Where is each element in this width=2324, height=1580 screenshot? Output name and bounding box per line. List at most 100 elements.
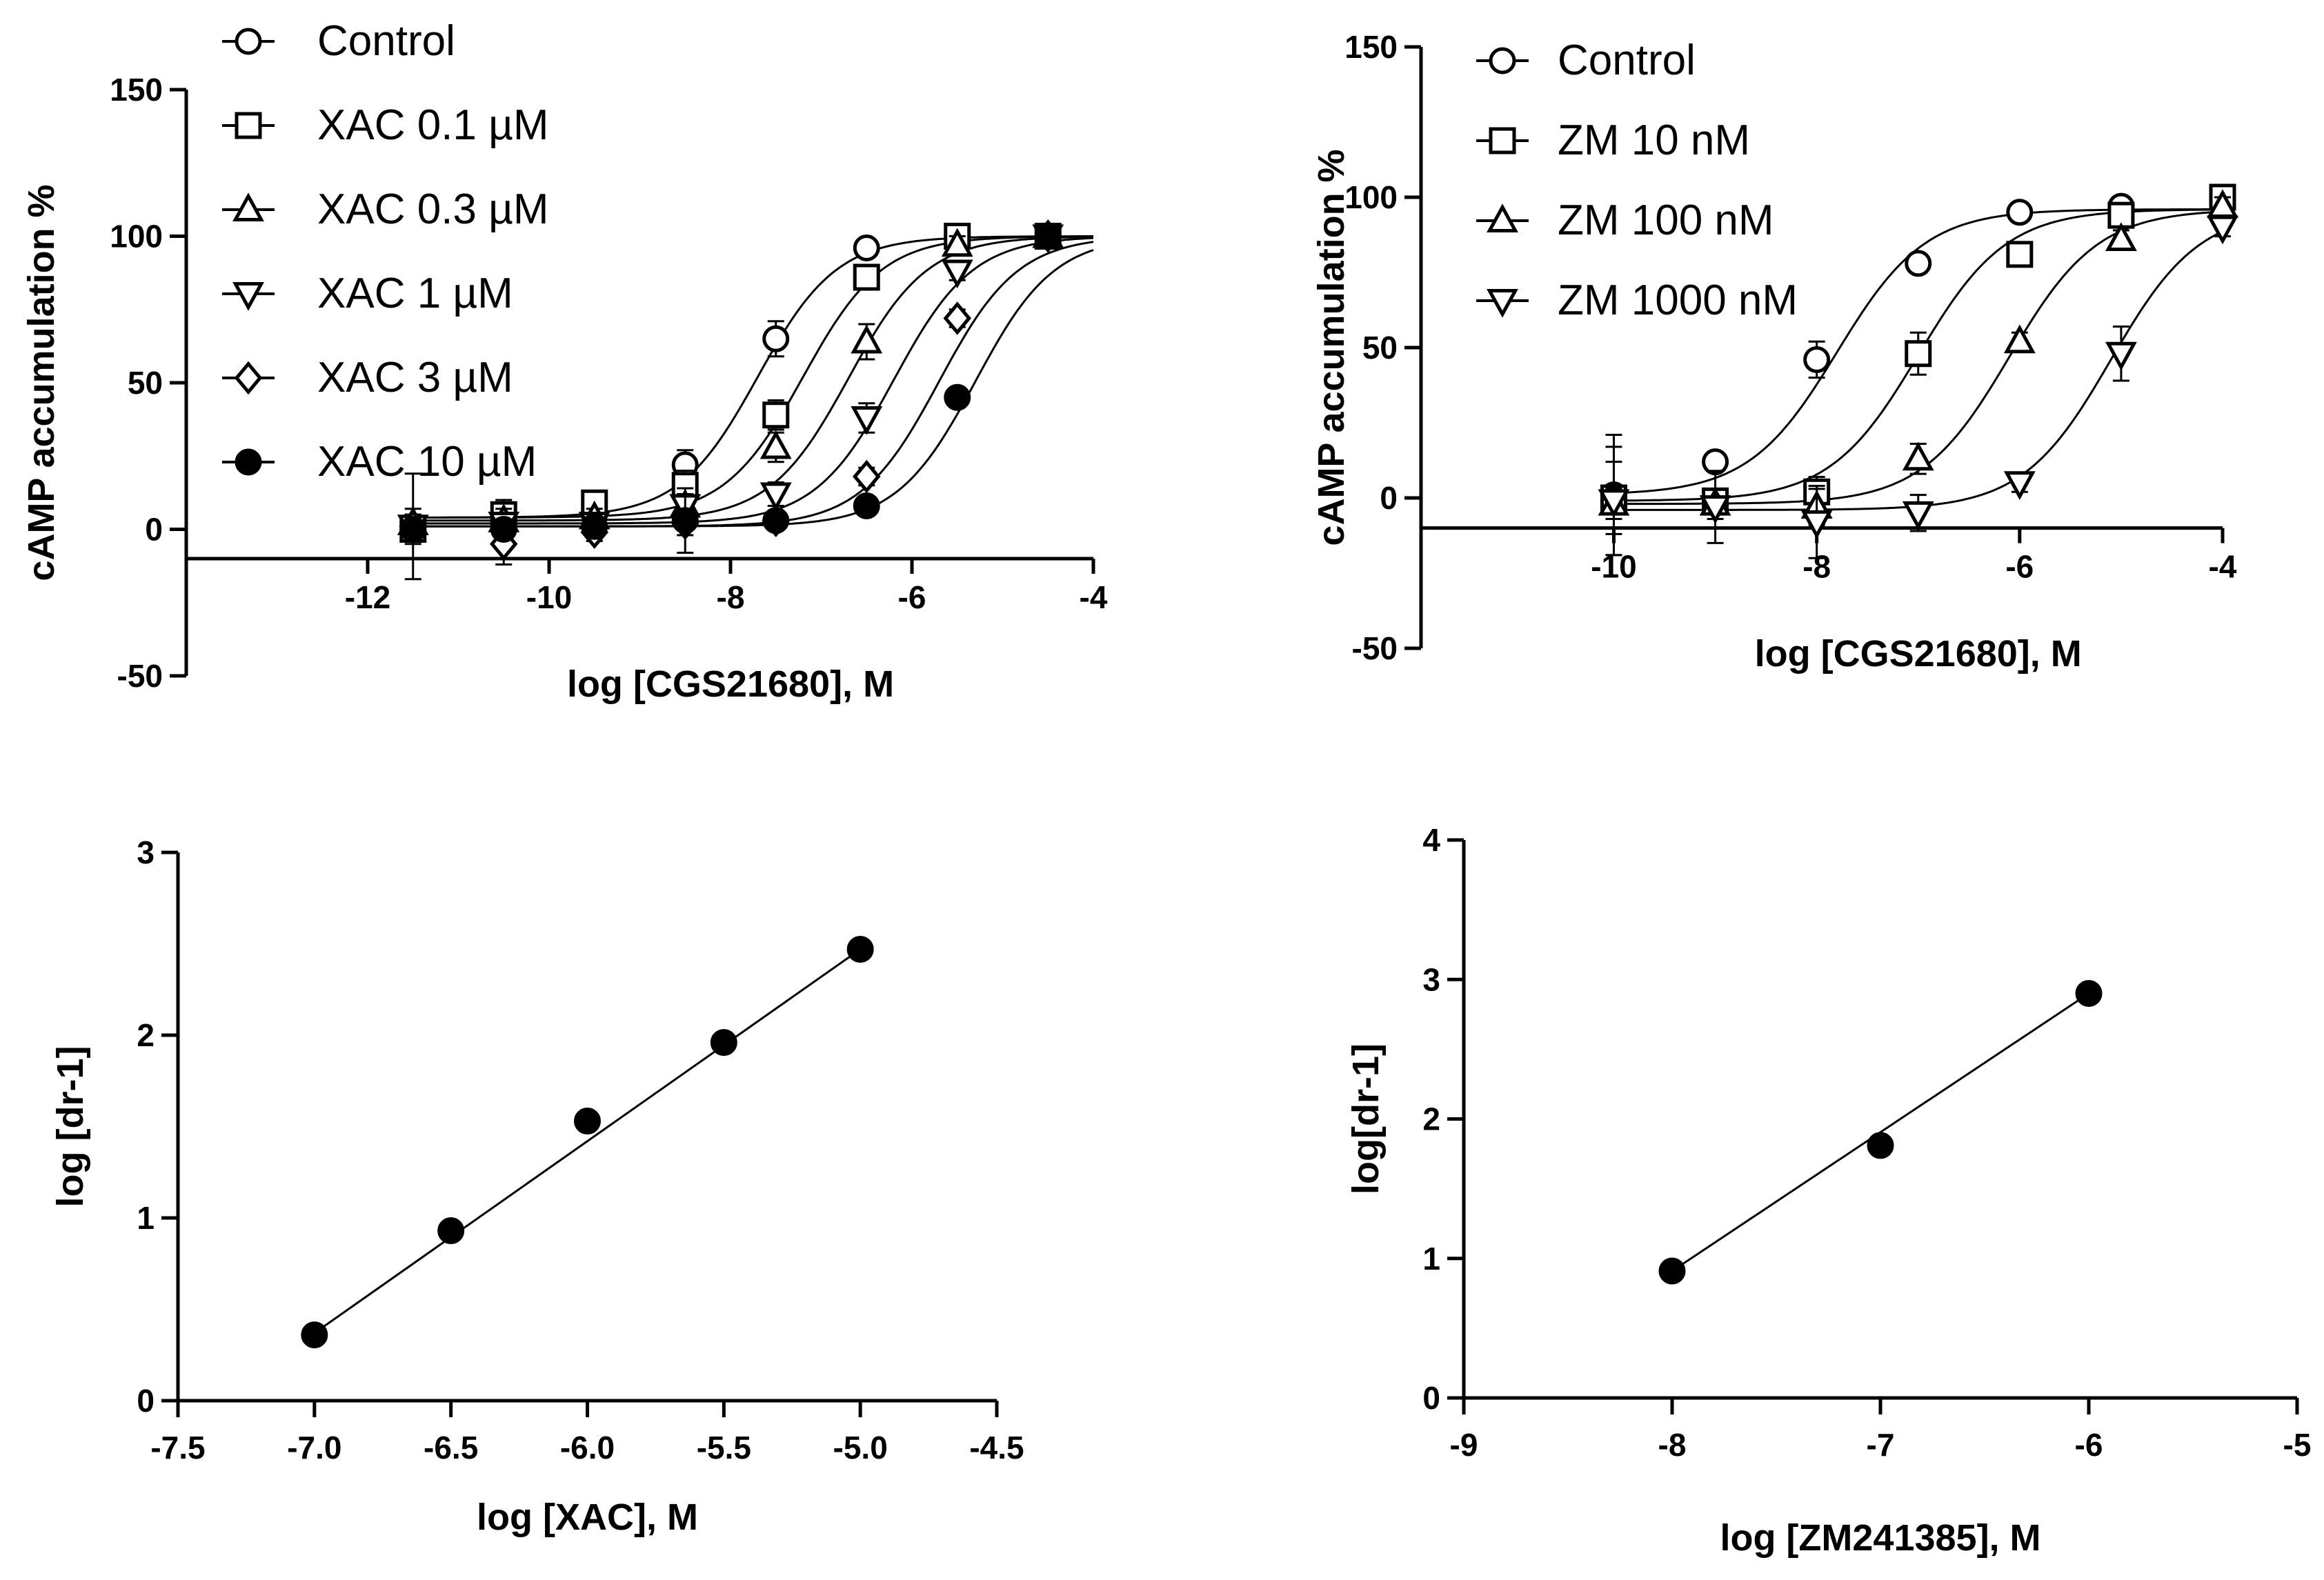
x-axis-label: log [CGS21680], M: [567, 663, 894, 705]
x-tick-label: -8: [717, 579, 745, 615]
legend-marker-3: [232, 282, 264, 311]
legend: Control ZM 10 nM ZM 100 nM ZM 1000 nM: [1476, 37, 1798, 324]
data-point-4-5: [852, 459, 881, 494]
data-point-1-5: [853, 263, 880, 291]
fit-curve-3: [413, 237, 1094, 525]
y-tick-label: 0: [137, 1383, 155, 1419]
data-point-5-1: [490, 516, 517, 543]
data-point-0: [1658, 1257, 1686, 1285]
data-point-3-2: [1800, 510, 1833, 539]
x-tick-label: -6.0: [560, 1430, 615, 1466]
legend-label-3: ZM 1000 nM: [1558, 277, 1798, 324]
data-point-3-5: [2105, 341, 2137, 371]
y-tick-label: 2: [1422, 1101, 1440, 1137]
data-point-4-6: [943, 301, 972, 335]
data-point-2-3: [1902, 441, 1934, 471]
legend-label-2: XAC 0.3 µM: [317, 186, 549, 233]
data-point-2-5: [851, 324, 883, 354]
data-point-1: [437, 1217, 465, 1245]
x-tick-label: -5: [2283, 1427, 2312, 1463]
legend-marker-0: [235, 28, 262, 55]
y-tick-label: 50: [1362, 330, 1398, 366]
data-point-0-3: [1905, 250, 1932, 277]
data-point-2-6: [941, 228, 973, 257]
data-point-2-5: [2105, 222, 2137, 251]
legend-label-2: ZM 100 nM: [1558, 197, 1774, 244]
x-tick-label: -8: [1658, 1427, 1687, 1463]
fit-curve-1: [413, 235, 1093, 519]
x-tick-label: -7.5: [150, 1430, 205, 1466]
y-tick-label: 2: [137, 1017, 155, 1053]
x-tick-label: -7.0: [287, 1430, 341, 1466]
legend-label-4: XAC 3 µM: [317, 354, 513, 401]
data-point-3-4: [759, 482, 792, 512]
x-tick-label: -4: [2209, 549, 2237, 585]
y-axis-label: log [dr-1]: [50, 1046, 91, 1208]
x-tick-label: -6: [2075, 1427, 2103, 1463]
legend-label-0: Control: [1558, 37, 1696, 84]
y-tick-label: 1: [137, 1200, 155, 1236]
y-tick-label: 100: [110, 219, 163, 254]
data-point-5-6: [944, 383, 971, 411]
y-tick-label: 150: [110, 72, 163, 108]
data-point-3-4: [2003, 471, 2036, 500]
legend-marker-1: [235, 112, 262, 139]
x-tick-label: -10: [526, 579, 572, 615]
x-tick-label: -5.5: [697, 1430, 751, 1466]
data-point-0-4: [2006, 199, 2034, 226]
x-tick-label: -5.0: [833, 1430, 888, 1466]
y-axis-label: cAMP accumulation %: [21, 184, 62, 581]
data-point-2: [574, 1108, 601, 1135]
legend-marker-2: [1487, 203, 1518, 232]
x-axis-label: log [XAC], M: [477, 1497, 698, 1538]
data-point-5-0: [399, 516, 427, 543]
y-tick-label: 0: [1380, 480, 1398, 516]
y-tick-label: 4: [1422, 822, 1440, 858]
y-tick-label: 1: [1422, 1241, 1440, 1277]
y-tick-label: 150: [1344, 29, 1398, 65]
data-point-3-6: [2207, 215, 2238, 245]
legend-label-5: XAC 10 µM: [317, 438, 537, 486]
legend-marker-1: [1489, 127, 1516, 154]
data-point-1-3: [1905, 340, 1932, 368]
x-tick-label: -6.5: [424, 1430, 478, 1466]
fit-curve-2: [413, 235, 1094, 522]
data-point-0: [301, 1321, 328, 1349]
y-axis-label: cAMP accumulation %: [1311, 149, 1352, 546]
y-tick-label: -50: [1352, 630, 1398, 666]
data-point-0-2: [1803, 346, 1831, 373]
data-point-1: [1867, 1132, 1894, 1159]
y-tick-label: 0: [145, 512, 163, 548]
x-tick-label: -6: [2005, 549, 2034, 585]
legend: Control XAC 0.1 µM XAC 0.3 µM XAC 1 µM XAC 3…: [222, 17, 549, 486]
legend-label-3: XAC 1 µM: [317, 270, 513, 317]
data-point-3-5: [851, 406, 883, 435]
y-tick-label: 0: [1422, 1380, 1440, 1416]
data-point-5-2: [581, 512, 608, 540]
legend-marker-5: [235, 448, 262, 476]
panel-c-schild-plot-xac: 0 1 2 3 -7.5 -7.0 -6.5 -6.0 -5.5 -5.0 -4.5 log [XAC…: [50, 834, 1024, 1538]
data-point-5-5: [853, 492, 880, 519]
x-tick-label: -6: [898, 579, 926, 615]
data-point-4: [846, 935, 874, 963]
legend-label-1: ZM 10 nM: [1558, 117, 1750, 164]
x-tick-label: -4.5: [969, 1430, 1024, 1466]
data-point-2-4: [759, 430, 792, 459]
legend-marker-0: [1489, 47, 1516, 74]
y-tick-label: -50: [117, 658, 163, 694]
legend-marker-3: [1487, 289, 1518, 318]
data-point-3: [710, 1029, 737, 1057]
data-point-3-0: [1598, 489, 1630, 519]
x-tick-label: -9: [1450, 1427, 1478, 1463]
x-axis-label: log [ZM241385], M: [1720, 1517, 2040, 1559]
y-axis-label: log[dr-1]: [1345, 1043, 1387, 1194]
data-point-5-7: [1034, 223, 1062, 250]
panel-d-schild-plot-zm: 0 1 2 3 4 -9 -8 -7 -6 -5 log [ZM241385], M log[dr-1…: [1345, 822, 2311, 1559]
legend-label-1: XAC 0.1 µM: [317, 101, 549, 149]
x-axis-label: log [CGS21680], M: [1755, 633, 2082, 674]
y-tick-label: 100: [1344, 179, 1398, 215]
x-tick-label: -12: [345, 579, 390, 615]
regression-line: [313, 948, 862, 1334]
